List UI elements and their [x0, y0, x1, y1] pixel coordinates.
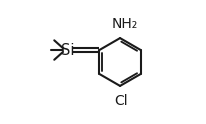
Text: NH₂: NH₂ [111, 17, 137, 31]
Text: Si: Si [61, 43, 74, 58]
Text: Cl: Cl [114, 94, 128, 108]
